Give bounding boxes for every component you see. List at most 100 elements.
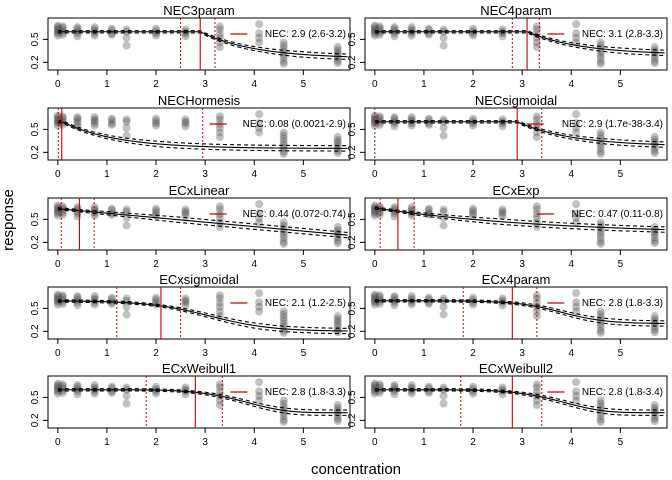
- data-point: [439, 391, 448, 400]
- data-point: [532, 115, 541, 124]
- data-point: [215, 43, 224, 52]
- data-point: [572, 378, 581, 387]
- data-point: [596, 237, 605, 246]
- data-point: [375, 292, 384, 301]
- data-point: [650, 133, 659, 142]
- panel-frame: [47, 17, 351, 71]
- data-point: [73, 292, 82, 301]
- data-point: [333, 48, 342, 57]
- fit-median-line: [57, 208, 348, 236]
- panel-plot-area: [370, 18, 665, 70]
- data-point: [107, 119, 116, 128]
- panel: NEC3param NEC: 2.9 (2.6-3.2) 0.2 0.5 0 1 2 3 4 5: [30, 3, 351, 90]
- fit-upper-ci-line: [57, 119, 348, 147]
- data-point: [370, 381, 379, 390]
- data-point: [650, 53, 659, 62]
- data-point: [53, 290, 62, 299]
- data-point: [215, 213, 224, 222]
- fit-median-line: [57, 389, 348, 414]
- x-tick-label: 5: [301, 348, 307, 359]
- nec-legend-label: NEC: 0.44 (0.072-0.74): [243, 209, 346, 220]
- data-point: [152, 296, 161, 304]
- data-point: [152, 117, 161, 125]
- data-point: [572, 200, 581, 209]
- panel-frame: [364, 17, 668, 71]
- data-point: [390, 113, 399, 122]
- data-point: [439, 302, 448, 311]
- data-point: [53, 379, 62, 388]
- fit-median-line: [374, 207, 665, 231]
- x-tick-label: 1: [421, 437, 427, 448]
- data-point: [90, 121, 99, 130]
- data-point: [279, 41, 288, 50]
- x-tick-label: 5: [618, 79, 624, 90]
- data-point: [572, 396, 581, 405]
- nec-legend-label: NEC: 2.8 (1.8-3.3): [265, 387, 346, 398]
- data-point: [390, 23, 399, 32]
- data-point: [58, 380, 67, 389]
- data-point: [572, 20, 581, 29]
- data-point: [650, 239, 659, 248]
- data-point: [407, 300, 416, 309]
- x-tick-label: 4: [251, 79, 257, 90]
- data-point: [596, 149, 605, 158]
- x-tick-label: 1: [421, 259, 427, 270]
- data-point: [73, 301, 82, 310]
- data-point: [279, 137, 288, 146]
- data-point: [215, 388, 224, 397]
- data-point: [255, 110, 264, 119]
- data-point: [58, 202, 67, 211]
- data-point: [53, 296, 62, 305]
- data-point: [650, 325, 659, 334]
- data-point: [333, 312, 342, 321]
- data-point: [90, 23, 99, 32]
- data-point: [181, 296, 190, 305]
- data-point: [255, 209, 264, 218]
- panel-title: NEC3param: [163, 3, 235, 18]
- data-point: [650, 414, 659, 423]
- data-point: [375, 23, 384, 32]
- data-point: [215, 30, 224, 39]
- data-point: [333, 46, 342, 55]
- data-point: [279, 396, 288, 405]
- data-point: [73, 122, 82, 131]
- data-point: [407, 31, 416, 40]
- y-tick-label: 0.2: [347, 55, 358, 69]
- x-tick-label: 1: [104, 79, 110, 90]
- data-point: [596, 411, 605, 420]
- panel-title: NECsigmoidal: [475, 93, 557, 108]
- data-point: [58, 292, 67, 301]
- data-point: [58, 112, 67, 121]
- data-point: [279, 131, 288, 140]
- data-point: [107, 116, 116, 125]
- data-point: [58, 22, 67, 31]
- data-point: [469, 207, 478, 215]
- y-tick-label: 0.5: [30, 122, 41, 136]
- x-tick-label: 5: [301, 169, 307, 180]
- data-point: [407, 381, 416, 390]
- panel-title: ECx4param: [482, 272, 551, 287]
- data-point: [596, 239, 605, 248]
- data-point: [407, 389, 416, 398]
- data-point: [181, 32, 190, 41]
- data-point: [122, 117, 131, 126]
- data-point: [333, 322, 342, 331]
- data-point: [279, 233, 288, 242]
- data-point: [333, 401, 342, 410]
- data-point: [215, 115, 224, 124]
- data-point: [122, 221, 131, 230]
- data-point: [215, 223, 224, 232]
- panel-frame: [47, 375, 351, 429]
- data-point: [122, 391, 131, 400]
- data-point: [439, 41, 448, 50]
- data-point: [333, 59, 342, 68]
- data-point: [596, 143, 605, 152]
- data-point: [90, 381, 99, 390]
- x-tick-label: 4: [568, 348, 574, 359]
- data-point: [375, 380, 384, 389]
- panel-plot-area: [370, 198, 665, 250]
- data-point: [650, 146, 659, 155]
- data-point: [333, 233, 342, 242]
- panel-plot-area: [370, 287, 665, 339]
- data-point: [498, 294, 507, 303]
